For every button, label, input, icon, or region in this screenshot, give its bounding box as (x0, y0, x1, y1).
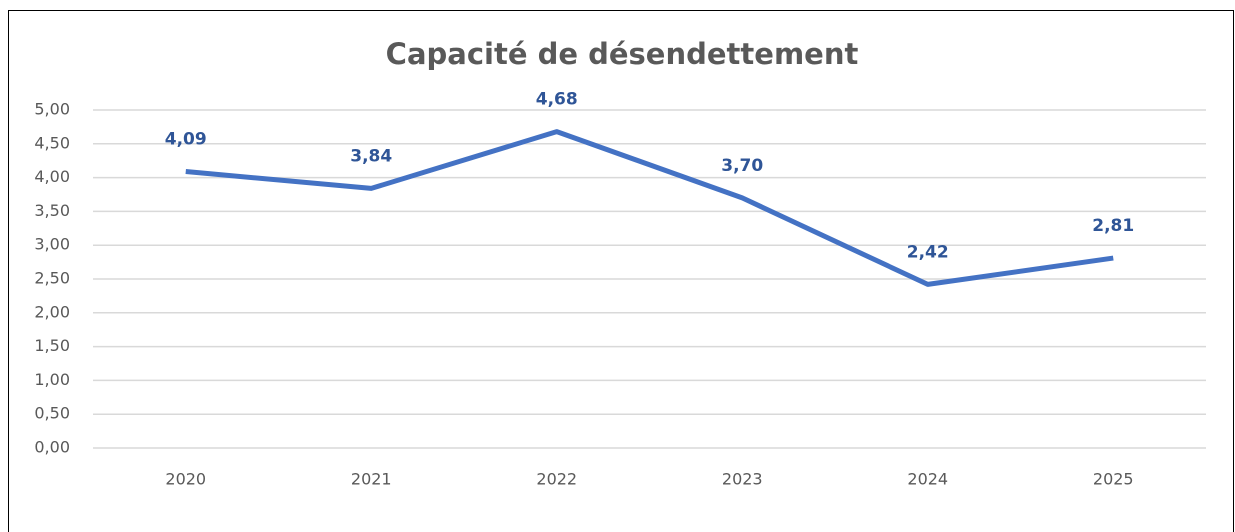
y-tick-label: 2,00 (34, 302, 70, 321)
data-label: 4,09 (165, 130, 207, 150)
y-tick-label: 2,50 (34, 269, 70, 288)
y-tick-label: 1,00 (34, 370, 70, 389)
x-tick-label: 2025 (1093, 470, 1134, 489)
data-label: 2,42 (907, 242, 949, 262)
chart-border (8, 10, 1234, 532)
data-label: 3,84 (350, 146, 392, 166)
y-tick-label: 4,00 (34, 167, 70, 186)
y-tick-label: 3,00 (34, 235, 70, 254)
data-label: 2,81 (1092, 216, 1134, 236)
data-label: 4,68 (536, 90, 578, 110)
y-tick-label: 0,50 (34, 404, 70, 423)
x-tick-label: 2022 (536, 470, 577, 489)
x-tick-label: 2024 (907, 470, 948, 489)
y-tick-label: 4,50 (34, 133, 70, 152)
y-tick-label: 0,00 (34, 438, 70, 457)
y-tick-label: 5,00 (34, 100, 70, 119)
x-tick-label: 2021 (351, 470, 392, 489)
data-label: 3,70 (721, 156, 763, 176)
chart-title: Capacité de désendettement (386, 37, 859, 71)
y-tick-label: 1,50 (34, 336, 70, 355)
data-line (185, 129, 1114, 287)
x-tick-label: 2020 (165, 470, 206, 489)
y-tick-label: 3,50 (34, 201, 70, 220)
x-tick-label: 2023 (722, 470, 763, 489)
